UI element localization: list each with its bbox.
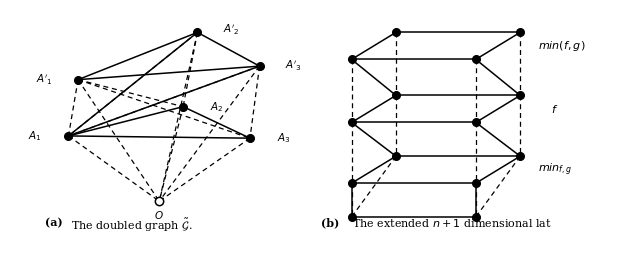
Text: $f$: $f$ bbox=[551, 103, 559, 115]
Text: $O$: $O$ bbox=[154, 209, 164, 221]
Text: $min_{f,g}$: $min_{f,g}$ bbox=[538, 162, 572, 178]
Text: $A'_2$: $A'_2$ bbox=[223, 23, 239, 37]
Text: (a): (a) bbox=[45, 217, 63, 228]
Text: $A'_3$: $A'_3$ bbox=[285, 59, 301, 73]
Text: (b): (b) bbox=[321, 217, 339, 228]
Text: The doubled graph $\tilde{\mathcal{G}}$.: The doubled graph $\tilde{\mathcal{G}}$. bbox=[64, 217, 193, 234]
Text: $A'_1$: $A'_1$ bbox=[36, 73, 53, 87]
Text: $A_3$: $A_3$ bbox=[276, 131, 291, 145]
Text: $min(f, g)$: $min(f, g)$ bbox=[538, 39, 586, 53]
Text: The extended $n+1$ dimensional lat: The extended $n+1$ dimensional lat bbox=[346, 217, 552, 229]
Text: $A_1$: $A_1$ bbox=[28, 129, 42, 143]
Text: $A_2$: $A_2$ bbox=[210, 100, 223, 114]
